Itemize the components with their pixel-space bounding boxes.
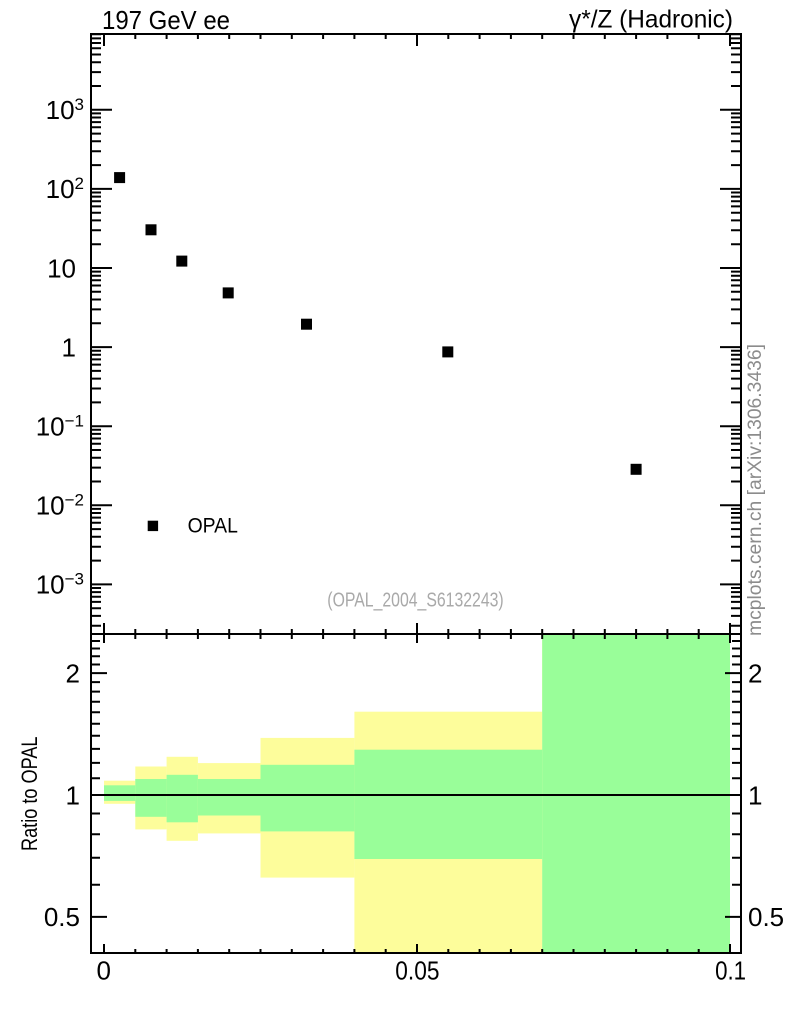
svg-text:0.05: 0.05 [395,956,439,986]
svg-text:10: 10 [47,253,76,283]
svg-text:Ratio to OPAL: Ratio to OPAL [17,737,42,852]
svg-text:102: 102 [46,174,84,204]
svg-text:OPAL: OPAL [188,515,238,538]
svg-text:1: 1 [66,780,80,810]
svg-text:2: 2 [748,658,762,688]
svg-text:10−1: 10−1 [36,412,84,442]
svg-text:0: 0 [96,956,110,986]
svg-text:1: 1 [62,332,76,362]
svg-text:(OPAL_2004_S6132243): (OPAL_2004_S6132243) [327,589,503,611]
svg-text:0.5: 0.5 [44,902,80,932]
svg-text:1: 1 [748,780,762,810]
svg-text:0.1: 0.1 [715,956,746,986]
svg-text:103: 103 [46,95,84,125]
svg-text:2: 2 [66,658,80,688]
svg-text:10−2: 10−2 [36,491,84,521]
svg-text:0.5: 0.5 [748,902,784,932]
svg-text:γ*/Z (Hadronic): γ*/Z (Hadronic) [569,6,733,34]
svg-text:197 GeV ee: 197 GeV ee [102,5,230,35]
svg-text:mcplots.cern.ch [arXiv:1306.34: mcplots.cern.ch [arXiv:1306.3436] [745,344,766,636]
svg-text:10−3: 10−3 [36,570,84,600]
